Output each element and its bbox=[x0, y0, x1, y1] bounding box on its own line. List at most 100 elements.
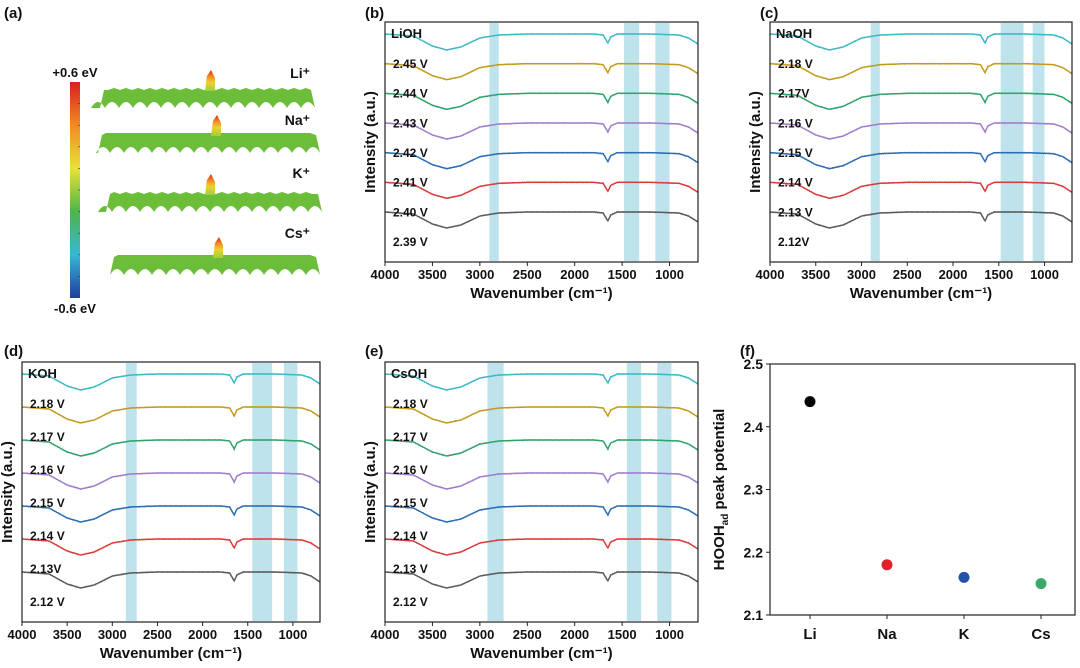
panel-d: (d) 2.12 V 2.13V 2.14 V 2.15 V 2.16 V 2.17 V 2.… bbox=[0, 343, 321, 662]
series-label: 2.41 V bbox=[393, 176, 428, 190]
series-label: 2.15 V bbox=[30, 496, 65, 510]
y-axis-label: Intensity (a.u.) bbox=[747, 91, 764, 193]
highlight-band bbox=[252, 363, 273, 621]
series-label: 2.15 V bbox=[778, 146, 813, 160]
ion-label-Na: Na⁺ bbox=[285, 112, 310, 128]
plot-frame bbox=[384, 21, 699, 263]
x-tick-label: 3500 bbox=[801, 267, 830, 282]
panel-c: (c) 2.12V 2.13 V 2.14 V 2.15 V 2.16 V 2.17V 2.1… bbox=[747, 5, 1073, 302]
y-axis-label: Intensity (a.u.) bbox=[362, 441, 379, 543]
energy-surface-K bbox=[98, 192, 322, 212]
x-axis-label: Wavenumber (cm⁻¹) bbox=[100, 645, 242, 662]
series-label: 2.18 V bbox=[393, 397, 428, 411]
x-tick-label: 3000 bbox=[847, 267, 876, 282]
spectrum-line bbox=[770, 121, 1073, 141]
spectrum-line bbox=[385, 121, 699, 141]
panel-title: LiOH bbox=[391, 26, 422, 41]
spectrum-line bbox=[21, 537, 321, 556]
x-tick-label: 2000 bbox=[939, 267, 968, 282]
colorbar-max-label: +0.6 eV bbox=[52, 65, 98, 80]
series-label: 2.14 V bbox=[30, 529, 65, 543]
highlight-band bbox=[1000, 23, 1024, 261]
x-tick-label: 1000 bbox=[655, 627, 684, 642]
highlight-band bbox=[283, 363, 298, 621]
spectrum-line bbox=[769, 92, 1073, 111]
highlight-band bbox=[655, 23, 670, 261]
panel-label: (b) bbox=[365, 5, 384, 22]
ion-label-Cs: Cs⁺ bbox=[285, 225, 310, 241]
spectrum-line bbox=[384, 504, 699, 523]
y-axis-label: Intensity (a.u.) bbox=[0, 441, 16, 543]
x-tick-label: 3000 bbox=[98, 627, 127, 642]
x-tick-label: 1000 bbox=[1030, 267, 1059, 282]
y-tick-label: 2.5 bbox=[744, 356, 764, 372]
series-label: 2.14 V bbox=[778, 176, 813, 190]
series-label: 2.12 V bbox=[30, 595, 65, 609]
panel-title: CsOH bbox=[391, 366, 427, 381]
spectrum-line bbox=[384, 151, 699, 170]
x-tick-label: 1000 bbox=[655, 267, 684, 282]
energy-surface-Li bbox=[91, 88, 315, 108]
series-label: 2.12 V bbox=[393, 595, 428, 609]
spectrum-line bbox=[384, 62, 699, 81]
series-label: 2.16 V bbox=[30, 463, 65, 477]
spectrum-line bbox=[384, 405, 699, 424]
series-label: 2.14 V bbox=[393, 529, 428, 543]
highlight-band bbox=[624, 23, 640, 261]
highlight-band bbox=[487, 363, 504, 621]
energy-peak bbox=[205, 174, 215, 195]
panel-label: (a) bbox=[4, 5, 22, 22]
x-tick-label: Cs bbox=[1031, 626, 1050, 643]
y-tick-label: 2.1 bbox=[744, 607, 764, 623]
spectrum-line bbox=[22, 570, 321, 589]
data-point-K bbox=[958, 571, 970, 583]
data-point-Na bbox=[881, 559, 893, 571]
y-tick-label: 2.3 bbox=[744, 482, 764, 498]
x-tick-label: 1500 bbox=[984, 267, 1013, 282]
y-tick-label: 2.2 bbox=[744, 544, 764, 560]
spectrum-line bbox=[385, 210, 699, 229]
series-label: 2.17 V bbox=[30, 430, 65, 444]
ion-label-K: K⁺ bbox=[293, 165, 311, 181]
series-label: 2.44 V bbox=[393, 87, 428, 101]
x-tick-label: 3500 bbox=[418, 627, 447, 642]
x-tick-label: Na bbox=[877, 626, 897, 643]
spectrum-line bbox=[384, 181, 699, 200]
highlight-band bbox=[125, 363, 137, 621]
spectrum-line bbox=[769, 62, 1073, 81]
x-tick-label: 4000 bbox=[371, 627, 400, 642]
spectrum-line bbox=[385, 471, 699, 491]
x-tick-label: 3500 bbox=[418, 267, 447, 282]
x-tick-label: Li bbox=[803, 626, 816, 643]
series-label: 2.15 V bbox=[393, 496, 428, 510]
x-axis-label: Wavenumber (cm⁻¹) bbox=[470, 645, 612, 662]
x-tick-label: 4000 bbox=[371, 267, 400, 282]
x-tick-label: 4000 bbox=[8, 627, 37, 642]
x-tick-label: 1500 bbox=[608, 267, 637, 282]
y-axis-label: HOOHad peak potential bbox=[711, 409, 731, 571]
x-tick-label: 2500 bbox=[513, 627, 542, 642]
spectrum-line bbox=[21, 372, 321, 391]
x-axis-label: Wavenumber (cm⁻¹) bbox=[470, 285, 612, 302]
series-label: 2.40 V bbox=[393, 205, 428, 219]
series-label: 2.13V bbox=[30, 562, 61, 576]
panel-label: (e) bbox=[365, 343, 383, 360]
spectrum-line bbox=[384, 537, 699, 556]
ion-label-Li: Li⁺ bbox=[290, 65, 310, 81]
series-label: 2.45 V bbox=[393, 57, 428, 71]
x-tick-label: 3500 bbox=[53, 627, 82, 642]
x-tick-label: 2500 bbox=[513, 267, 542, 282]
colorbar-min-label: -0.6 eV bbox=[54, 301, 96, 316]
spectrum-line bbox=[21, 438, 321, 457]
spectrum-line bbox=[769, 151, 1073, 170]
energy-surface-Cs bbox=[110, 255, 320, 275]
x-tick-label: 2500 bbox=[143, 627, 172, 642]
series-label: 2.16 V bbox=[778, 116, 813, 130]
panel-title: KOH bbox=[28, 366, 57, 381]
x-tick-label: 1000 bbox=[278, 627, 307, 642]
spectrum-line bbox=[384, 92, 699, 111]
series-label: 2.39 V bbox=[393, 235, 428, 249]
spectrum-line bbox=[385, 570, 699, 589]
panel-e: (e) 2.12 V 2.13 V 2.14 V 2.15 V 2.16 V 2.17 V 2… bbox=[362, 343, 699, 662]
